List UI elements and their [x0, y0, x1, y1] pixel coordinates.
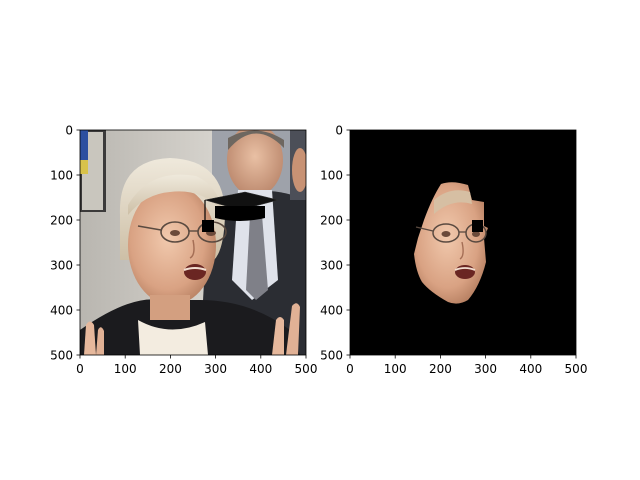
right-photo [350, 130, 576, 355]
x-tick-label: 0 [76, 362, 84, 376]
y-tick-label: 300 [320, 259, 343, 273]
y-tick-label: 400 [320, 304, 343, 318]
graduation-cap-icon [202, 191, 279, 232]
y-tick-label: 200 [50, 214, 73, 228]
y-tick-label: 100 [320, 169, 343, 183]
x-tick-label: 100 [384, 362, 407, 376]
y-tick-label: 500 [50, 349, 73, 363]
left-axes-frame [79, 129, 307, 356]
x-tick-label: 200 [159, 362, 182, 376]
segmented-face [414, 182, 488, 304]
y-tick-label: 200 [320, 214, 343, 228]
x-tick-label: 0 [346, 362, 354, 376]
x-tick-label: 400 [249, 362, 272, 376]
x-tick-label: 500 [565, 362, 588, 376]
x-tick-label: 100 [114, 362, 137, 376]
x-tick-label: 200 [429, 362, 452, 376]
y-tick-label: 400 [50, 304, 73, 318]
y-tick-label: 0 [65, 124, 73, 138]
x-tick-label: 300 [474, 362, 497, 376]
x-tick-label: 300 [204, 362, 227, 376]
left-photo [80, 130, 306, 355]
y-tick-label: 100 [50, 169, 73, 183]
x-tick-label: 500 [295, 362, 318, 376]
x-tick-label: 400 [519, 362, 542, 376]
y-tick-label: 0 [335, 124, 343, 138]
y-tick-label: 300 [50, 259, 73, 273]
right-axes-frame [349, 129, 577, 356]
y-tick-label: 500 [320, 349, 343, 363]
